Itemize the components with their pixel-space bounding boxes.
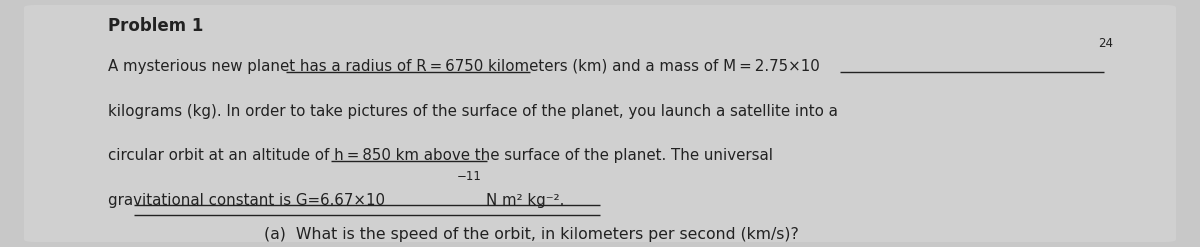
Text: circular orbit at an altitude of h = 850 km above the surface of the planet. The: circular orbit at an altitude of h = 850… xyxy=(108,148,773,163)
Text: (a)  What is the speed of the orbit, in kilometers per second (km/s)?: (a) What is the speed of the orbit, in k… xyxy=(264,227,799,242)
Text: A mysterious new planet has a radius of R = 6750 kilometers (km) and a mass of M: A mysterious new planet has a radius of … xyxy=(108,59,820,74)
Text: 24: 24 xyxy=(1098,37,1114,50)
Text: kilograms (kg). In order to take pictures of the surface of the planet, you laun: kilograms (kg). In order to take picture… xyxy=(108,104,838,119)
Text: gravitational constant is G=6.67×10: gravitational constant is G=6.67×10 xyxy=(108,193,385,208)
Text: Problem 1: Problem 1 xyxy=(108,17,203,35)
Text: N m² kg⁻².: N m² kg⁻². xyxy=(486,193,564,208)
FancyBboxPatch shape xyxy=(24,5,1176,242)
Text: −11: −11 xyxy=(457,170,482,184)
